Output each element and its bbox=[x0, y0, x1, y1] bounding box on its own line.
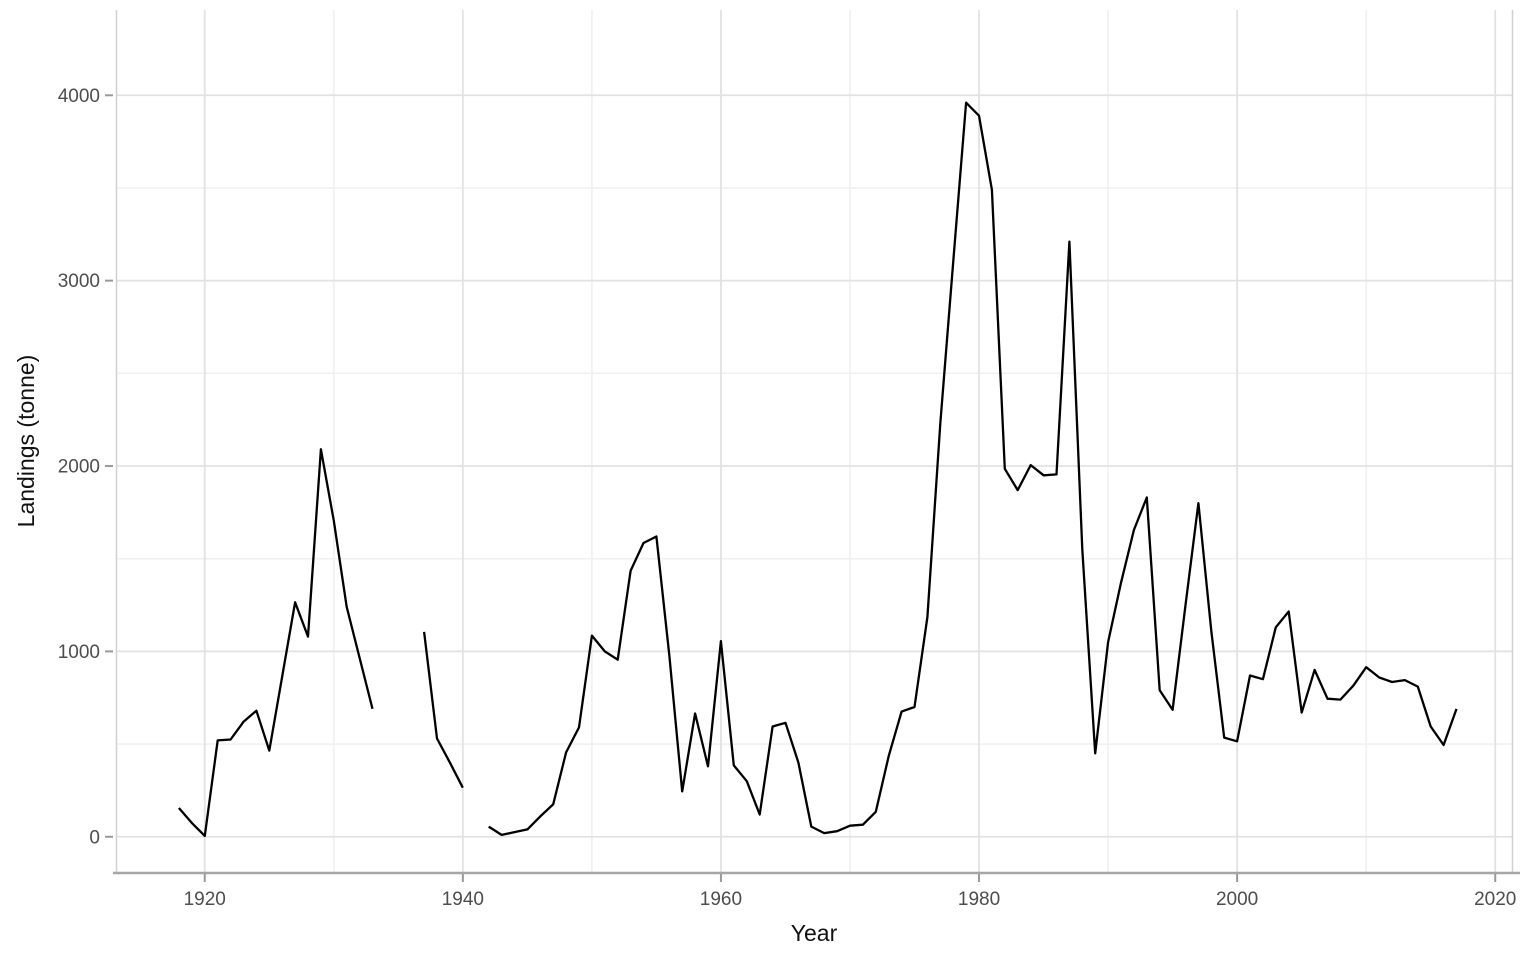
x-axis-title: Year bbox=[791, 920, 838, 946]
x-tick-label: 2020 bbox=[1474, 889, 1516, 910]
x-tick-label: 1980 bbox=[958, 889, 1000, 910]
landings-line-series bbox=[178, 101, 1458, 838]
major-gridlines bbox=[117, 10, 1512, 872]
y-tick-label: 3000 bbox=[58, 271, 100, 292]
y-axis-tick-labels: 0 1000 2000 3000 4000 bbox=[58, 86, 100, 849]
x-tick-label: 1940 bbox=[442, 889, 484, 910]
y-tick-label: 0 bbox=[89, 827, 100, 848]
x-tick-label: 1920 bbox=[184, 889, 226, 910]
panel-edge-lines bbox=[115, 10, 1514, 872]
series-path-landings bbox=[178, 101, 1458, 838]
y-tick-label: 4000 bbox=[58, 86, 100, 107]
x-tick-label: 1960 bbox=[700, 889, 742, 910]
minor-gridlines bbox=[117, 10, 1512, 872]
y-tick-label: 2000 bbox=[58, 457, 100, 478]
x-tick-label: 2000 bbox=[1216, 889, 1258, 910]
y-tick-label: 1000 bbox=[58, 642, 100, 663]
y-axis-title: Landings (tonne) bbox=[13, 355, 39, 528]
x-axis-tick-labels: 1920 1940 1960 1980 2000 2020 bbox=[184, 889, 1517, 910]
tick-marks bbox=[105, 94, 1497, 882]
